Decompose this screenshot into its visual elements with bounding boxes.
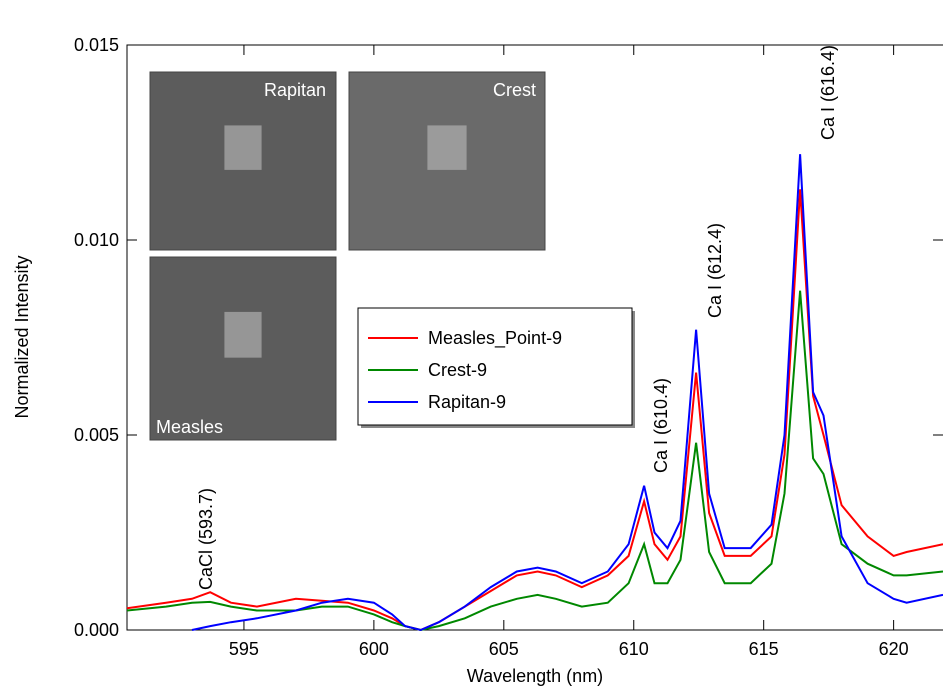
legend-box — [357, 307, 633, 426]
legend-label: Rapitan-9 — [428, 392, 506, 412]
inset-highlight — [224, 125, 262, 170]
y-tick-label: 0.000 — [74, 620, 119, 640]
peak-annotation: Ca I (610.4) — [651, 378, 671, 473]
inset-label: Measles — [156, 417, 223, 437]
series-line — [126, 290, 943, 632]
plot-frame — [126, 44, 943, 631]
inset-highlight — [427, 125, 467, 170]
legend-label: Measles_Point-9 — [428, 328, 562, 349]
y-axis-label: Normalized Intensity — [12, 255, 32, 418]
inset-label: Rapitan — [264, 80, 326, 100]
peak-annotation: Ca I (612.4) — [705, 223, 725, 318]
peak-annotation: Ca I (616.4) — [818, 45, 838, 140]
y-tick-label: 0.005 — [74, 425, 119, 445]
y-tick-label: 0.015 — [74, 35, 119, 55]
x-tick-label: 620 — [879, 639, 909, 659]
series-line — [126, 189, 943, 632]
x-tick-label: 615 — [749, 639, 779, 659]
x-tick-label: 605 — [489, 639, 519, 659]
y-tick-label: 0.010 — [74, 230, 119, 250]
inset-highlight — [224, 311, 262, 358]
legend-label: Crest-9 — [428, 360, 487, 380]
x-tick-label: 600 — [359, 639, 389, 659]
x-axis-label: Wavelength (nm) — [467, 666, 603, 686]
x-tick-label: 595 — [229, 639, 259, 659]
peak-annotation: CaCl (593.7) — [196, 488, 216, 590]
series-line — [191, 154, 943, 632]
inset-label: Crest — [493, 80, 536, 100]
x-tick-label: 610 — [619, 639, 649, 659]
